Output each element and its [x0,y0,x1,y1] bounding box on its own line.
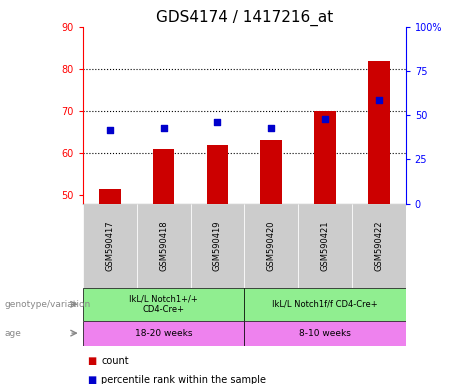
Text: 8-10 weeks: 8-10 weeks [299,329,351,338]
Title: GDS4174 / 1417216_at: GDS4174 / 1417216_at [156,9,333,25]
Text: percentile rank within the sample: percentile rank within the sample [101,375,266,384]
Bar [83,204,137,288]
Point [106,127,113,133]
Text: IkL/L Notch1+/+
CD4-Cre+: IkL/L Notch1+/+ CD4-Cre+ [129,295,198,314]
Point [160,125,167,131]
Text: age: age [5,329,22,338]
Point [375,98,383,104]
Text: GSM590417: GSM590417 [106,220,114,271]
Bar [190,204,244,288]
Text: count: count [101,356,129,366]
Bar [137,204,190,288]
Text: 18-20 weeks: 18-20 weeks [135,329,192,338]
Bar [352,204,406,288]
Text: IkL/L Notch1f/f CD4-Cre+: IkL/L Notch1f/f CD4-Cre+ [272,300,378,309]
Bar [368,61,390,204]
Text: GSM590420: GSM590420 [267,220,276,271]
Text: GSM590421: GSM590421 [320,220,330,271]
Text: GSM590422: GSM590422 [374,220,383,271]
Text: ■: ■ [88,375,97,384]
Bar [99,189,121,204]
Point [214,118,221,124]
Text: GSM590418: GSM590418 [159,220,168,271]
Bar [83,288,244,321]
Point [267,125,275,131]
Bar [244,288,406,321]
Bar [83,321,244,346]
Bar [207,145,228,204]
Text: ■: ■ [88,356,97,366]
Point [321,116,329,122]
Bar [244,321,406,346]
Bar [244,204,298,288]
Bar [298,204,352,288]
Bar [260,141,282,204]
Bar [153,149,174,204]
Text: GSM590419: GSM590419 [213,220,222,271]
Text: genotype/variation: genotype/variation [5,300,91,309]
Bar [314,111,336,204]
